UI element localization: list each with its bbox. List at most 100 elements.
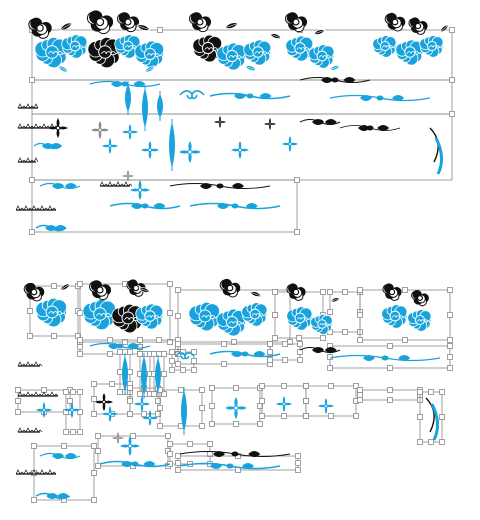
selection-handle-icon[interactable]: [199, 423, 205, 429]
selection-handle-icon[interactable]: [161, 371, 167, 377]
selection-handle-icon[interactable]: [117, 349, 123, 355]
selection-handle-icon[interactable]: [327, 309, 333, 315]
selection-handle-icon[interactable]: [207, 441, 213, 447]
selection-handle-icon[interactable]: [259, 413, 265, 419]
selection-handle-icon[interactable]: [281, 413, 287, 419]
selection-handle-icon[interactable]: [272, 335, 278, 341]
selection-handle-icon[interactable]: [95, 463, 101, 469]
selection-handle-icon[interactable]: [187, 441, 193, 447]
selection-handle-icon[interactable]: [77, 310, 83, 316]
selection-handle-icon[interactable]: [320, 335, 326, 341]
selection-handle-icon[interactable]: [175, 453, 181, 459]
selection-handle-icon[interactable]: [447, 312, 453, 318]
selection-handle-icon[interactable]: [137, 391, 143, 397]
selection-handle-icon[interactable]: [387, 343, 393, 349]
selection-handle-icon[interactable]: [107, 351, 113, 357]
selection-handle-icon[interactable]: [127, 398, 133, 404]
selection-handle-icon[interactable]: [77, 344, 83, 350]
selection-handle-icon[interactable]: [155, 398, 161, 404]
selection-handle-icon[interactable]: [209, 421, 215, 427]
selection-handle-icon[interactable]: [175, 460, 181, 466]
selection-handle-icon[interactable]: [327, 354, 333, 360]
selection-handle-icon[interactable]: [157, 27, 163, 33]
selection-handle-icon[interactable]: [91, 396, 97, 402]
selection-handle-icon[interactable]: [155, 411, 161, 417]
selection-handle-icon[interactable]: [61, 443, 67, 449]
selection-handle-icon[interactable]: [91, 470, 97, 476]
selection-handle-icon[interactable]: [157, 423, 163, 429]
selection-handle-icon[interactable]: [127, 385, 133, 391]
selection-handle-icon[interactable]: [447, 365, 453, 371]
selection-handle-icon[interactable]: [91, 497, 97, 503]
selection-handle-icon[interactable]: [51, 333, 57, 339]
selection-handle-icon[interactable]: [447, 287, 453, 293]
selection-handle-icon[interactable]: [107, 337, 113, 343]
selection-handle-icon[interactable]: [199, 387, 205, 393]
selection-handle-icon[interactable]: [63, 389, 69, 395]
selection-handle-icon[interactable]: [387, 365, 393, 371]
selection-handle-icon[interactable]: [175, 287, 181, 293]
selection-handle-icon[interactable]: [31, 443, 37, 449]
selection-handle-icon[interactable]: [178, 387, 184, 393]
selection-handle-icon[interactable]: [209, 385, 215, 391]
selection-handle-icon[interactable]: [167, 441, 173, 447]
selection-handle-icon[interactable]: [157, 405, 163, 411]
selection-handle-icon[interactable]: [165, 433, 171, 439]
selection-handle-icon[interactable]: [297, 341, 303, 347]
selection-handle-icon[interactable]: [151, 351, 157, 357]
selection-handle-icon[interactable]: [328, 413, 334, 419]
selection-handle-icon[interactable]: [296, 335, 302, 341]
selection-handle-icon[interactable]: [156, 351, 162, 357]
selection-handle-icon[interactable]: [169, 367, 175, 373]
selection-handle-icon[interactable]: [15, 398, 21, 404]
selection-handle-icon[interactable]: [175, 313, 181, 319]
selection-handle-icon[interactable]: [31, 497, 37, 503]
selection-handle-icon[interactable]: [357, 287, 363, 293]
selection-handle-icon[interactable]: [320, 289, 326, 295]
selection-handle-icon[interactable]: [297, 357, 303, 363]
selection-handle-icon[interactable]: [167, 339, 173, 345]
selection-handle-icon[interactable]: [109, 381, 115, 387]
selection-handle-icon[interactable]: [221, 361, 227, 367]
selection-handle-icon[interactable]: [91, 443, 97, 449]
selection-handle-icon[interactable]: [439, 414, 445, 420]
selection-handle-icon[interactable]: [357, 312, 363, 318]
selection-handle-icon[interactable]: [95, 433, 101, 439]
selection-handle-icon[interactable]: [209, 403, 215, 409]
selection-handle-icon[interactable]: [91, 381, 97, 387]
selection-handle-icon[interactable]: [137, 337, 143, 343]
selection-handle-icon[interactable]: [191, 367, 197, 373]
selection-handle-icon[interactable]: [180, 367, 186, 373]
selection-handle-icon[interactable]: [91, 411, 97, 417]
selection-handle-icon[interactable]: [357, 392, 363, 398]
selection-handle-icon[interactable]: [122, 339, 128, 345]
selection-handle-icon[interactable]: [127, 349, 133, 355]
selection-handle-icon[interactable]: [272, 312, 278, 318]
selection-handle-icon[interactable]: [327, 289, 333, 295]
selection-handle-icon[interactable]: [428, 389, 434, 395]
selection-handle-icon[interactable]: [267, 357, 273, 363]
selection-handle-icon[interactable]: [29, 177, 35, 183]
selection-handle-icon[interactable]: [282, 357, 288, 363]
selection-handle-icon[interactable]: [303, 383, 309, 389]
selection-handle-icon[interactable]: [127, 411, 133, 417]
selection-handle-icon[interactable]: [294, 229, 300, 235]
selection-handle-icon[interactable]: [294, 177, 300, 183]
selection-handle-icon[interactable]: [447, 343, 453, 349]
selection-handle-icon[interactable]: [428, 439, 434, 445]
selection-handle-icon[interactable]: [281, 383, 287, 389]
selection-handle-icon[interactable]: [342, 289, 348, 295]
selection-handle-icon[interactable]: [327, 365, 333, 371]
selection-handle-icon[interactable]: [151, 391, 157, 397]
selection-handle-icon[interactable]: [357, 387, 363, 393]
selection-handle-icon[interactable]: [402, 337, 408, 343]
selection-handle-icon[interactable]: [297, 349, 303, 355]
selection-handle-icon[interactable]: [127, 369, 133, 375]
selection-handle-icon[interactable]: [95, 448, 101, 454]
selection-handle-icon[interactable]: [417, 439, 423, 445]
selection-handle-icon[interactable]: [156, 337, 162, 343]
selection-handle-icon[interactable]: [439, 389, 445, 395]
selection-handle-icon[interactable]: [221, 341, 227, 347]
